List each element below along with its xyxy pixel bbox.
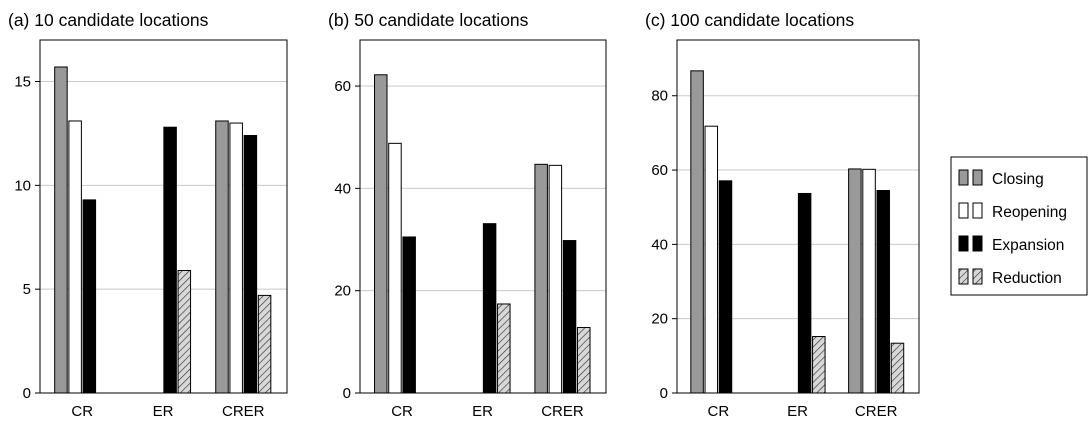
legend-swatch-closing (958, 169, 969, 186)
legend-label-closing: Closing (992, 171, 1044, 188)
y-tick-label: 10 (14, 177, 31, 194)
plot-frame (676, 39, 920, 394)
bar-crer-closing (215, 120, 229, 394)
bar-er-expansion (482, 223, 497, 394)
bar-cr-reopening (388, 142, 402, 394)
y-tick-label: 0 (343, 385, 351, 402)
x-tick-label: ER (153, 403, 174, 420)
bar-crer-expansion (562, 240, 577, 394)
bar-crer-reduction (890, 342, 905, 394)
bar-crer-reopening (229, 122, 243, 394)
chart-title: (c) 100 candidate locations (645, 10, 854, 30)
y-tick-label: 15 (14, 74, 31, 91)
x-tick-label: CR (71, 403, 93, 420)
legend: Closing Reopening Expansion Reduction (950, 156, 1088, 296)
y-tick-label: 80 (651, 88, 668, 105)
bar-er-expansion (797, 192, 812, 394)
plot-frame (359, 39, 607, 394)
legend-swatch-closing (972, 169, 983, 186)
legend-swatch-reopening (958, 202, 969, 219)
bar-crer-reopening (862, 168, 876, 394)
x-tick-label: ER (472, 403, 493, 420)
bar-crer-reduction (577, 327, 591, 394)
x-tick-label: CR (391, 403, 413, 420)
bar-er-expansion (163, 126, 177, 394)
bar-crer-expansion (243, 135, 258, 394)
y-tick-label: 40 (334, 180, 351, 197)
x-tick-label: CRER (541, 403, 584, 420)
bar-cr-reopening (68, 120, 82, 394)
y-tick-label: 5 (23, 281, 31, 298)
chart-title: (a) 10 candidate locations (8, 10, 209, 30)
x-tick-label: CRER (222, 403, 265, 420)
legend-label-expansion: Expansion (992, 237, 1064, 254)
y-tick-label: 40 (651, 236, 668, 253)
bar-cr-closing (54, 66, 68, 394)
legend-swatch-expansion (972, 235, 983, 252)
bar-cr-expansion (402, 236, 416, 394)
x-tick-label: ER (787, 403, 808, 420)
x-tick-label: CR (708, 403, 730, 420)
y-tick-label: 60 (651, 162, 668, 179)
bar-crer-closing (534, 163, 548, 394)
bar-crer-reopening (548, 164, 563, 394)
chart-title: (b) 50 candidate locations (328, 10, 529, 30)
legend-swatch-reopening (972, 202, 983, 219)
bar-cr-expansion (718, 180, 733, 394)
legend-swatch-reduction (972, 268, 983, 285)
legend-swatch-expansion (958, 235, 969, 252)
bar-crer-expansion (876, 189, 891, 394)
legend-label-reduction: Reduction (992, 270, 1062, 287)
bar-cr-closing (690, 70, 704, 394)
x-tick-label: CRER (855, 403, 898, 420)
plot-frame (39, 39, 288, 394)
legend-swatch-reduction (958, 268, 969, 285)
bar-cr-expansion (82, 199, 97, 394)
bar-er-reduction (812, 336, 826, 394)
y-tick-label: 20 (651, 311, 668, 328)
bar-crer-closing (848, 168, 862, 394)
bar-cr-reopening (704, 125, 719, 394)
y-tick-label: 0 (23, 385, 31, 402)
bar-crer-reduction (257, 294, 272, 394)
legend-label-reopening: Reopening (992, 204, 1067, 221)
bar-er-reduction (177, 269, 192, 394)
y-tick-label: 60 (334, 78, 351, 95)
y-tick-label: 20 (334, 283, 351, 300)
bar-cr-closing (374, 74, 388, 394)
bar-er-reduction (497, 303, 511, 394)
y-tick-label: 0 (660, 385, 668, 402)
